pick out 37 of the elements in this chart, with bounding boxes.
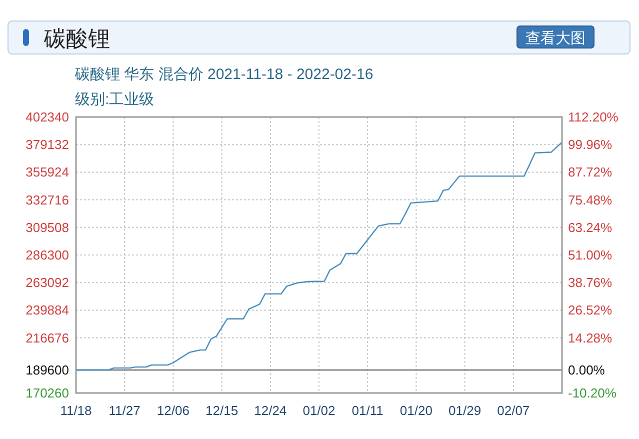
x-tick-label: 11/18 [60,403,92,418]
y-tick-label: 286300 [26,248,69,262]
y-tick-label: 189600 [26,362,69,378]
y2-tick-label: 63.24% [568,220,613,235]
x-tick-label: 12/15 [206,403,238,418]
y-tick-label: 239884 [26,302,69,318]
x-tick-label: 11/27 [108,403,140,418]
y2-tick-label: 38.76% [568,275,613,290]
y2-tick-label: 26.52% [568,302,613,318]
line-series [75,142,563,371]
y-tick-label: 216676 [26,330,69,346]
text: 级别:工业级 [75,91,154,108]
x-tick-label: 12/06 [156,403,190,418]
x-tick-label: 01/02 [302,403,336,418]
y2-tick-label: 14.28% [568,330,613,346]
y2-tick-label: 51.00% [568,248,613,262]
chart-subtitle: 碳酸锂 华东 混合价 2021-11-18 - 2022-02-16 [74,66,374,83]
y2-tick-label: 75.48% [568,192,613,208]
y2-tick-label: 112.20% [568,110,619,124]
y2-tick-label: 99.96% [568,137,613,152]
y2-tick-label: -10.20% [568,386,617,400]
y2-tick-label: 87.72% [568,164,613,180]
y-tick-label: 263092 [26,275,69,290]
chart-title: 碳酸锂 [43,26,110,51]
y-tick-label: 332716 [26,192,69,208]
y-tick-label: 402340 [26,110,69,124]
y-tick-label: 379132 [26,137,69,152]
x-tick-label: 02/07 [497,403,530,418]
y-tick-label: 170260 [26,386,69,400]
x-tick-label: 01/29 [448,403,482,418]
y-tick-label: 309508 [26,220,69,235]
x-tick-label: 01/20 [400,403,432,418]
y2-tick-label: 0.00% [568,362,606,378]
x-tick-label: 12/24 [254,403,287,418]
y-tick-label: 355924 [26,164,69,180]
text: 查看大图 [526,30,586,47]
x-tick-label: 01/11 [352,403,384,418]
